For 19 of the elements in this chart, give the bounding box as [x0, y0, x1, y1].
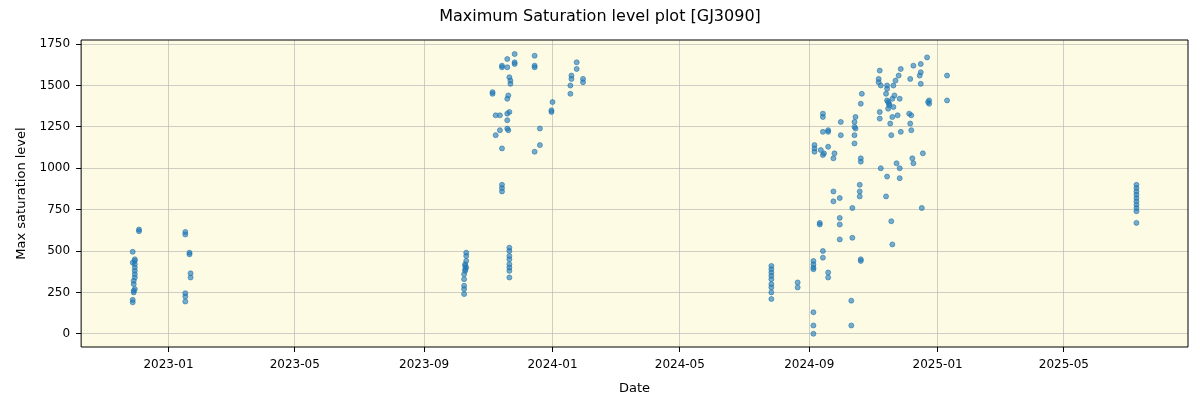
y-tick-label: 250 [47, 284, 71, 299]
y-tick-label: 1500 [39, 77, 71, 92]
x-tick-label: 2024-05 [654, 357, 705, 372]
x-tick-label: 2024-09 [784, 357, 835, 372]
y-tick-label: 500 [47, 243, 71, 258]
y-tick-label: 1000 [39, 160, 71, 175]
y-tick-label: 1250 [39, 119, 71, 134]
x-axis-title: Date [619, 379, 651, 395]
x-tick-label: 2023-05 [269, 357, 320, 372]
x-tick-label: 2025-05 [1038, 357, 1089, 372]
chart-title: Maximum Saturation level plot [GJ3090] [438, 6, 762, 25]
y-axis-title: Max saturation level [13, 127, 29, 260]
y-tick-label: 0 [62, 325, 71, 340]
x-tick-label: 2024-01 [527, 357, 578, 372]
y-tick-label: 750 [47, 201, 71, 216]
x-tick-label: 2023-01 [143, 357, 194, 372]
x-tick-label: 2023-09 [399, 357, 450, 372]
y-tick-label: 1750 [39, 36, 71, 51]
x-tick-label: 2025-01 [912, 357, 963, 372]
